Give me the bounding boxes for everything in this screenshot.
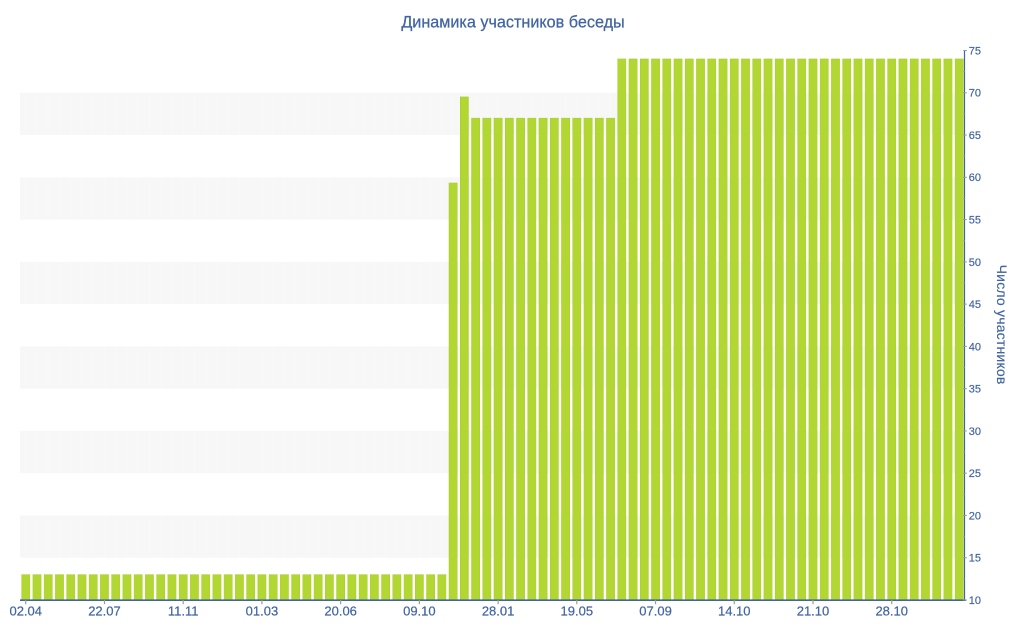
svg-text:55: 55 [969, 214, 981, 226]
svg-text:09.10: 09.10 [403, 603, 436, 618]
svg-text:Число участников: Число участников [994, 265, 1010, 385]
svg-text:02.04: 02.04 [9, 603, 42, 618]
svg-text:28.10: 28.10 [875, 603, 908, 618]
svg-text:28.01: 28.01 [482, 603, 515, 618]
svg-text:50: 50 [969, 257, 981, 269]
svg-text:10: 10 [969, 595, 981, 607]
svg-text:Динамика участников беседы: Динамика участников беседы [401, 14, 624, 32]
svg-text:40: 40 [969, 341, 981, 353]
svg-text:01.03: 01.03 [246, 603, 279, 618]
svg-text:22.07: 22.07 [88, 603, 121, 618]
svg-text:20.06: 20.06 [324, 603, 357, 618]
svg-text:11.11: 11.11 [168, 603, 199, 618]
svg-text:35: 35 [969, 384, 981, 396]
svg-text:45: 45 [969, 299, 981, 311]
svg-text:14.10: 14.10 [718, 603, 751, 618]
svg-text:30: 30 [969, 426, 981, 438]
svg-text:21.10: 21.10 [797, 603, 830, 618]
svg-text:19.05: 19.05 [561, 603, 594, 618]
svg-text:07.09: 07.09 [639, 603, 672, 618]
svg-text:75: 75 [969, 45, 981, 57]
svg-text:25: 25 [969, 468, 981, 480]
svg-text:15: 15 [969, 553, 981, 565]
svg-text:20: 20 [969, 510, 981, 522]
svg-text:65: 65 [969, 130, 981, 142]
svg-text:60: 60 [969, 172, 981, 184]
svg-text:70: 70 [969, 88, 981, 100]
